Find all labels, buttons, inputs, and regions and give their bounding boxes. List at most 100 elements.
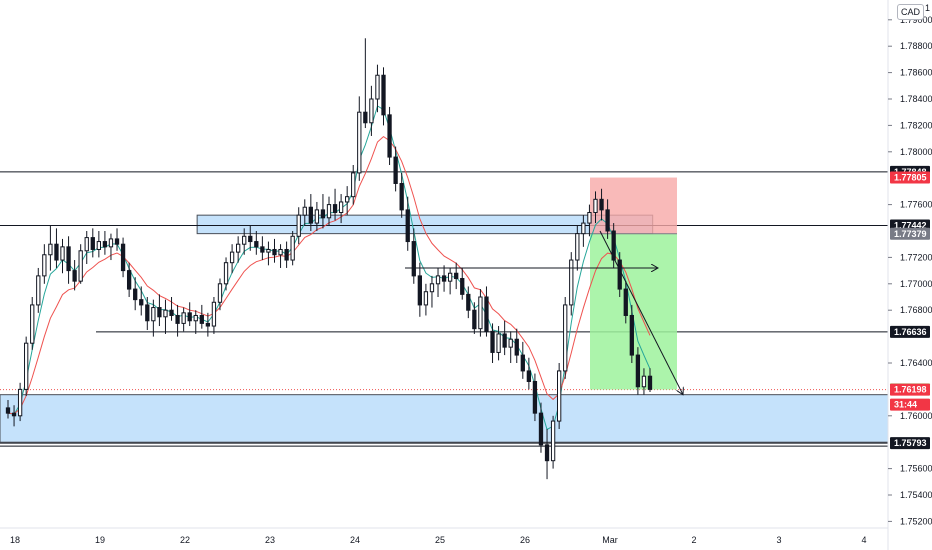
- price-tick-label: 1.77200: [900, 252, 932, 262]
- price-tick-label: 1.75600: [900, 464, 932, 474]
- time-tick-label: 22: [180, 535, 190, 545]
- candle-body: [169, 309, 174, 316]
- candle-body: [30, 304, 35, 344]
- candle-body: [145, 304, 150, 322]
- candle-body: [635, 354, 641, 388]
- candle-body: [260, 246, 265, 253]
- price-tick-label: 1.78000: [900, 147, 932, 157]
- candle-body: [133, 288, 138, 301]
- candle-body: [114, 238, 120, 245]
- candle-body: [526, 370, 532, 382]
- price-tick-label: 1.78400: [900, 94, 932, 104]
- price-tick-label: 1.75200: [900, 516, 932, 526]
- candle-body: [60, 246, 65, 261]
- candle-body: [284, 248, 289, 261]
- candle-body: [290, 235, 295, 261]
- price-tick-label: 1.77000: [900, 279, 932, 289]
- candle-body: [605, 209, 610, 232]
- candle-body: [387, 114, 392, 158]
- candle-body: [514, 338, 519, 356]
- stop-loss-zone[interactable]: [590, 177, 677, 234]
- price-badge: [890, 437, 930, 450]
- price-tick-label: 1.78200: [900, 120, 932, 130]
- candle-body: [120, 243, 126, 272]
- currency-button[interactable]: CAD: [896, 4, 924, 20]
- candle-body: [429, 283, 435, 293]
- candle-body: [599, 198, 604, 211]
- candle-body: [17, 388, 23, 417]
- time-tick-label: Mar: [602, 535, 618, 545]
- price-badge: [890, 325, 930, 338]
- candle-body: [399, 182, 404, 211]
- candle-body: [96, 241, 101, 250]
- candle-body: [478, 296, 483, 330]
- candle-body: [236, 243, 241, 253]
- candle-body: [72, 270, 77, 282]
- candle-body: [163, 309, 168, 318]
- candle-body: [223, 262, 229, 285]
- candle-body: [314, 209, 320, 224]
- candle-body: [48, 243, 53, 256]
- candle-body: [629, 314, 634, 356]
- candle-body: [363, 111, 368, 124]
- price-badge: [890, 398, 930, 411]
- candle-body: [126, 270, 132, 290]
- candle-body: [593, 198, 598, 214]
- time-tick-label: 18: [10, 535, 20, 545]
- price-tick-label: 1.76000: [900, 411, 932, 421]
- price-axis-top-partial-label: 1: [924, 3, 930, 13]
- candle-body: [417, 275, 422, 306]
- candle-body: [484, 296, 489, 332]
- ema-slow-line: [7, 135, 651, 415]
- candle-body: [466, 293, 471, 311]
- candle-body: [575, 233, 580, 261]
- candle-body: [381, 74, 386, 116]
- candle-body: [581, 222, 586, 235]
- price-badges: 1.778481.778051.774421.773791.766361.761…: [890, 165, 930, 450]
- candle-body: [563, 304, 568, 372]
- candle-body: [302, 206, 307, 216]
- candle-body: [508, 338, 513, 348]
- candle-body: [460, 278, 465, 295]
- short-position-tool[interactable]: [590, 177, 677, 390]
- candle-body: [550, 420, 556, 462]
- time-tick-label: 23: [265, 535, 275, 545]
- candle-body: [544, 444, 550, 462]
- price-badge: [890, 171, 930, 184]
- candle-body: [296, 214, 301, 237]
- trendline-drawings[interactable]: [405, 230, 683, 395]
- projection-arrow[interactable]: [599, 230, 683, 395]
- candle-body: [36, 275, 41, 306]
- price-tick-label: 1.76400: [900, 358, 932, 368]
- price-badge-label: 31:44: [894, 400, 917, 410]
- candle-body: [538, 412, 544, 446]
- candle-body: [647, 375, 653, 390]
- candles-layer: [5, 38, 653, 480]
- candle-body: [139, 299, 144, 306]
- candle-body: [108, 238, 114, 248]
- time-axis[interactable]: 18 19 22 23 24 25 26 Mar 2 3 4: [10, 535, 867, 545]
- candle-body: [611, 230, 616, 261]
- price-axis[interactable]: 1.790001.788001.786001.784001.782001.780…: [888, 15, 932, 527]
- candle-body: [520, 354, 525, 372]
- candle-body: [78, 250, 83, 282]
- candle-body: [490, 330, 495, 353]
- candle-body: [496, 333, 501, 353]
- candle-body: [441, 275, 447, 282]
- candle-body: [157, 307, 162, 318]
- candle-body: [272, 248, 277, 256]
- candle-body: [11, 412, 17, 417]
- candle-body: [435, 275, 441, 285]
- candle-body: [447, 272, 453, 282]
- candle-body: [175, 314, 180, 324]
- take-profit-zone[interactable]: [590, 233, 677, 390]
- candle-body: [5, 407, 11, 414]
- candle-body: [393, 156, 398, 184]
- candle-body: [357, 111, 362, 174]
- currency-label: CAD: [900, 7, 920, 17]
- candle-body: [338, 201, 344, 214]
- time-tick-label: 4: [861, 535, 866, 545]
- candle-body: [617, 259, 622, 290]
- candle-body: [532, 380, 538, 414]
